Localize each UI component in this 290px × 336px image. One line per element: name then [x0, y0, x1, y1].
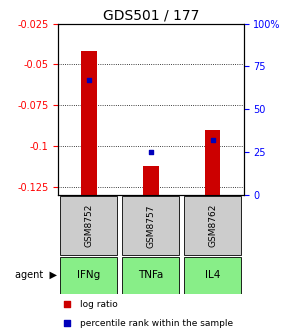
Point [87, 78, 91, 83]
Text: IFNg: IFNg [77, 270, 101, 281]
Bar [143, 166, 159, 195]
Text: IL4: IL4 [205, 270, 220, 281]
Text: log ratio: log ratio [80, 299, 118, 308]
Point [65, 301, 70, 307]
FancyBboxPatch shape [61, 257, 117, 294]
Text: agent  ▶: agent ▶ [15, 270, 57, 281]
Text: GSM8762: GSM8762 [208, 204, 217, 248]
Title: GDS501 / 177: GDS501 / 177 [103, 8, 199, 23]
FancyBboxPatch shape [184, 257, 241, 294]
FancyBboxPatch shape [184, 197, 241, 255]
FancyBboxPatch shape [61, 197, 117, 255]
Bar [205, 130, 220, 195]
Point [210, 138, 215, 143]
FancyBboxPatch shape [122, 257, 179, 294]
Point [148, 150, 153, 155]
Point [65, 321, 70, 326]
Text: percentile rank within the sample: percentile rank within the sample [80, 319, 233, 328]
FancyBboxPatch shape [122, 197, 179, 255]
Bar [81, 51, 97, 195]
Text: GSM8752: GSM8752 [84, 204, 93, 248]
Text: TNFa: TNFa [138, 270, 164, 281]
Text: GSM8757: GSM8757 [146, 204, 155, 248]
